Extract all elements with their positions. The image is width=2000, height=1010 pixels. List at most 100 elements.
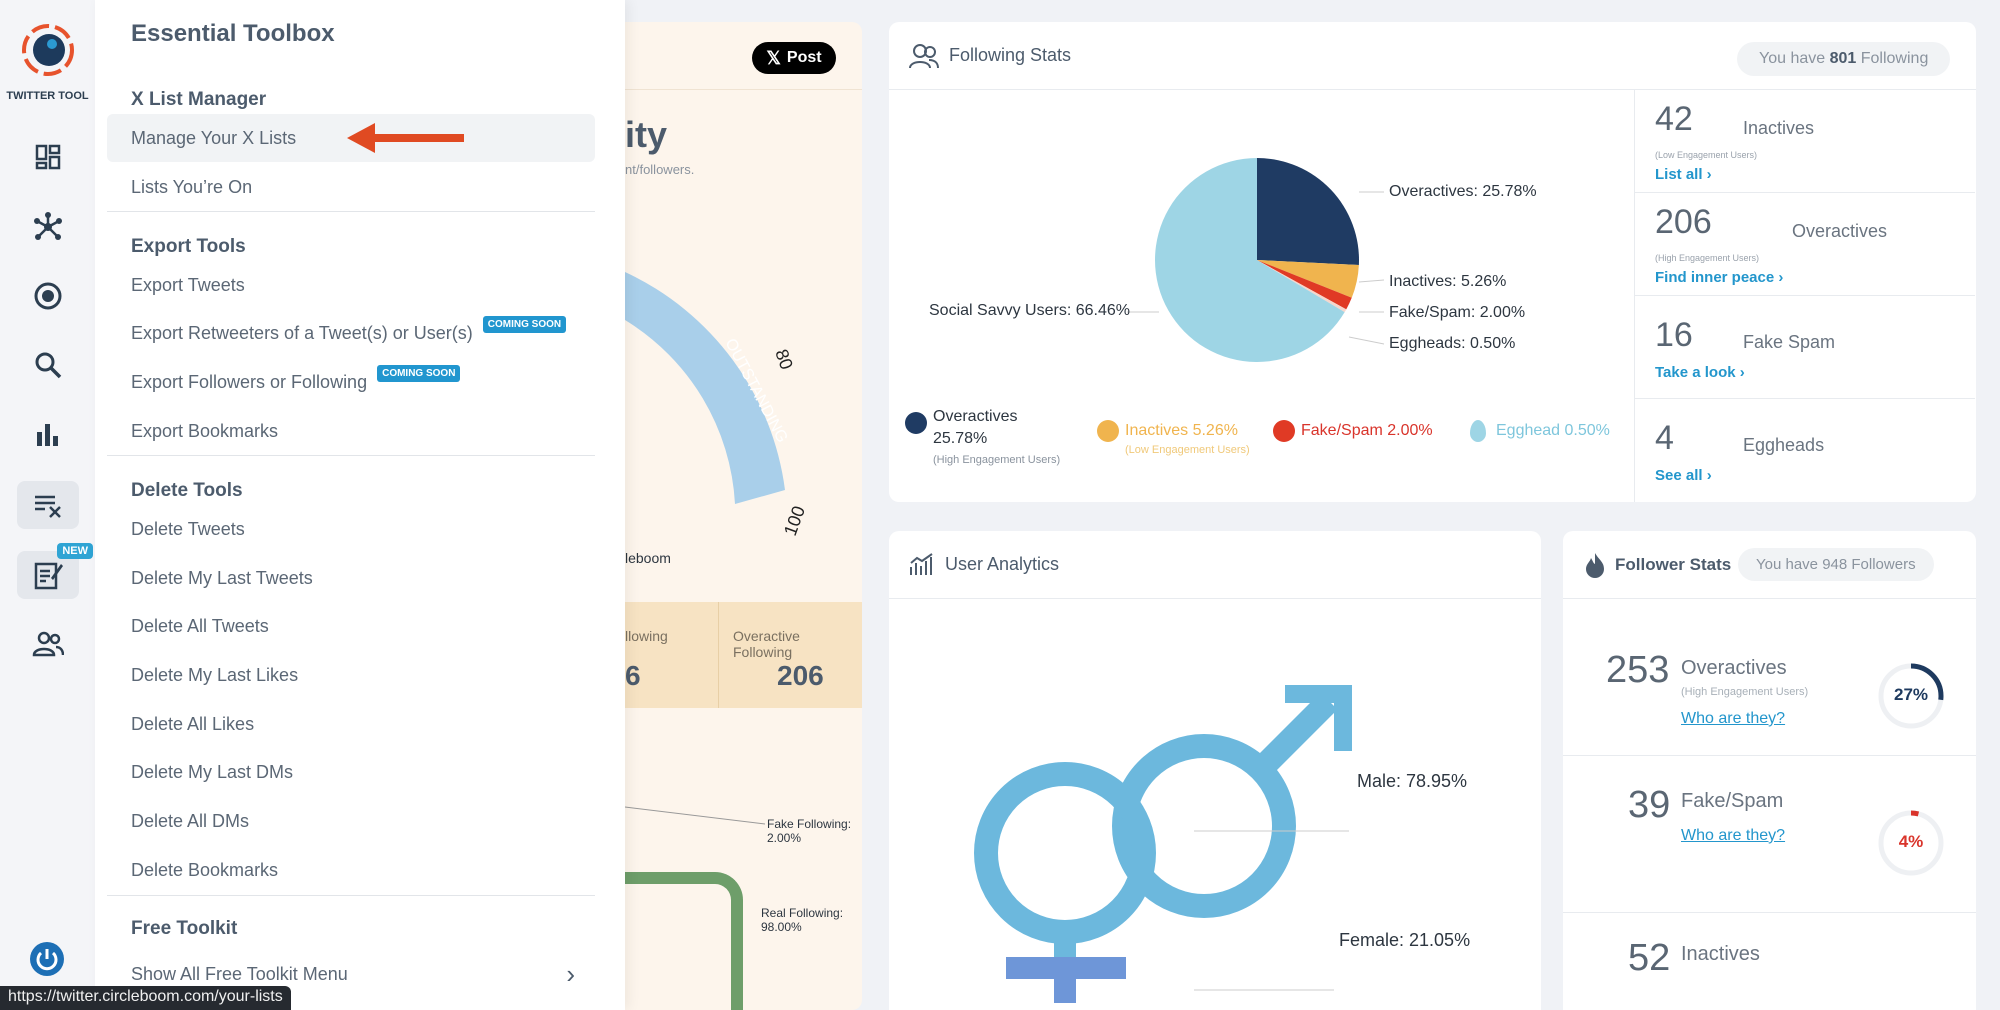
target-button[interactable] xyxy=(17,272,79,320)
user-analytics-title: User Analytics xyxy=(945,554,1060,574)
circleboom-logo xyxy=(22,24,74,76)
search-icon xyxy=(35,352,62,379)
female-label: Female: 21.05% xyxy=(1339,930,1471,950)
section-x-list-manager: X List Manager xyxy=(131,89,267,110)
overactive-following-value: 206 xyxy=(777,660,824,691)
menu-show-free-toolkit[interactable]: Show All Free Toolkit Menu › xyxy=(131,958,575,989)
bg-subtitle-fragment: nt/followers. xyxy=(625,162,695,177)
gauge-band xyxy=(625,272,785,504)
overactives-ring xyxy=(1878,663,1944,729)
gauge: OUTSTANDING 80 100 xyxy=(625,272,809,538)
male-symbol xyxy=(1112,685,1352,918)
list-all-link[interactable]: List all › xyxy=(1655,166,1712,183)
coming-soon-badge: COMING SOON xyxy=(377,364,461,382)
menu-delete-my-last-dms[interactable]: Delete My Last DMs xyxy=(131,761,294,782)
menu-delete-my-last-likes[interactable]: Delete My Last Likes xyxy=(131,664,299,685)
menu-delete-all-dms[interactable]: Delete All DMs xyxy=(131,810,250,831)
search-button[interactable] xyxy=(17,341,79,389)
pie-label-overactives: Overactives: 25.78% xyxy=(1389,183,1537,200)
gender-chart xyxy=(974,685,1352,1003)
real-following-bar xyxy=(625,872,743,1010)
bg-brand-fragment: leboom xyxy=(625,550,671,566)
pie-slice-fake-spam xyxy=(1257,260,1352,310)
ring-arc xyxy=(1878,810,1944,876)
side-stat-inactives: 42 Inactives (Low Engagement Users) List… xyxy=(1635,90,1975,193)
arrow-pointer-icon xyxy=(347,123,464,153)
female-symbol xyxy=(974,762,1156,1003)
composer-button[interactable]: NEW xyxy=(17,543,93,599)
menu-lists-youre-on[interactable]: Lists You’re On xyxy=(131,176,253,197)
side-stat-fake: 16 Fake Spam Take a look › xyxy=(1635,296,1975,399)
compose-icon xyxy=(34,562,63,590)
bg-title-fragment: ity xyxy=(625,114,668,155)
menu-delete-all-tweets[interactable]: Delete All Tweets xyxy=(131,615,269,636)
users-button[interactable] xyxy=(17,620,79,668)
fake-following-label: Fake Following: 2.00% xyxy=(767,817,852,845)
ring-arc xyxy=(1878,663,1944,729)
gauge-100: 100 xyxy=(780,503,809,538)
who-are-they-link-2[interactable]: Who are they? xyxy=(1681,827,1786,844)
essential-toolbox-menu: Essential Toolbox X List Manager Manage … xyxy=(95,0,625,1010)
take-a-look-link[interactable]: Take a look › xyxy=(1655,364,1745,381)
follower-stats-header: Follower Stats xyxy=(1563,531,1976,599)
dashboard-button[interactable] xyxy=(17,133,79,181)
analytics-icon xyxy=(910,552,933,575)
pie-slice-inactives xyxy=(1257,260,1359,298)
flame-icon xyxy=(1586,552,1604,578)
follower-row-overactives: 253 Overactives (High Engagement Users) … xyxy=(1563,599,1976,756)
tile-divider xyxy=(718,602,719,708)
divider xyxy=(107,455,595,456)
pie-label-eggheads: Eggheads: 0.50% xyxy=(1389,335,1516,352)
find-inner-peace-link[interactable]: Find inner peace › xyxy=(1655,269,1784,286)
menu-delete-tweets[interactable]: Delete Tweets xyxy=(131,518,245,539)
following-side-stats: 42 Inactives (Low Engagement Users) List… xyxy=(1634,90,1976,502)
following-value-fragment: 6 xyxy=(625,660,641,691)
following-label-fragment: llowing xyxy=(625,628,668,644)
following-pie-chart xyxy=(1155,158,1359,362)
who-are-they-link[interactable]: Who are they? xyxy=(1681,710,1786,727)
bar-chart-icon xyxy=(37,424,58,446)
coming-soon-badge: COMING SOON xyxy=(482,315,567,333)
menu-delete-my-last-tweets[interactable]: Delete My Last Tweets xyxy=(131,567,313,588)
follower-stats-card: Follower Stats You have 948 Followers 25… xyxy=(1563,531,1976,1010)
following-stats-header: Following Stats xyxy=(889,22,1976,90)
see-all-link[interactable]: See all › xyxy=(1655,467,1712,484)
pie-slice-overactives xyxy=(1257,158,1359,265)
list-manager-button[interactable] xyxy=(17,481,79,529)
list-remove-icon xyxy=(35,495,61,518)
power-icon[interactable] xyxy=(29,941,65,977)
pie-label-fake: Fake/Spam: 2.00% xyxy=(1389,304,1526,321)
menu-delete-all-likes[interactable]: Delete All Likes xyxy=(131,713,255,734)
fake-ring xyxy=(1878,810,1944,876)
side-stat-eggheads: 4 Eggheads See all › xyxy=(1655,419,1825,484)
menu-export-retweeters[interactable]: Export Retweeters of a Tweet(s) or User(… xyxy=(107,309,595,357)
follower-row-fake: 39 Fake/Spam Who are they? 4% xyxy=(1563,756,1976,913)
post-button[interactable]: 𝕏 Post xyxy=(752,42,836,74)
fake-following-leader xyxy=(625,806,766,825)
menu-export-bookmarks[interactable]: Export Bookmarks xyxy=(131,420,279,441)
menu-export-tweets[interactable]: Export Tweets xyxy=(131,274,245,295)
chevron-right-icon: › xyxy=(566,958,575,989)
fake-pct: 4% xyxy=(1898,832,1924,851)
angry-face-icon xyxy=(1273,420,1295,442)
menu-export-followers[interactable]: Export Followers or Following COMING SOO… xyxy=(107,358,595,406)
network-button[interactable] xyxy=(17,203,79,251)
divider xyxy=(107,895,595,896)
dashboard-icon xyxy=(35,144,61,170)
users-icon xyxy=(32,631,64,657)
menu-delete-bookmarks[interactable]: Delete Bookmarks xyxy=(131,859,279,880)
logo-text: TWITTER TOOL xyxy=(6,90,89,102)
section-delete-tools: Delete Tools xyxy=(131,480,243,501)
real-following-label: Real Following: 98.00% xyxy=(761,906,844,934)
overactive-following-label: Overactive Following xyxy=(733,628,800,660)
stats-button[interactable] xyxy=(17,411,79,459)
user-analytics-card: User Analytics Male: 78.95% Female: 21.0… xyxy=(889,531,1541,1010)
side-stat-overactives: 206 Overactives (High Engagement Users) … xyxy=(1635,193,1975,296)
pie-label-social: Social Savvy Users: 66.46% xyxy=(929,302,1130,319)
section-free-toolkit: Free Toolkit xyxy=(131,918,238,939)
male-label: Male: 78.95% xyxy=(1357,771,1468,791)
overactives-pct: 27% xyxy=(1893,685,1929,704)
following-tiles: llowing 6 Overactive Following 206 xyxy=(625,602,862,708)
follower-stats-title: Follower Stats xyxy=(1615,554,1732,574)
sleepy-face-icon xyxy=(1097,420,1119,442)
